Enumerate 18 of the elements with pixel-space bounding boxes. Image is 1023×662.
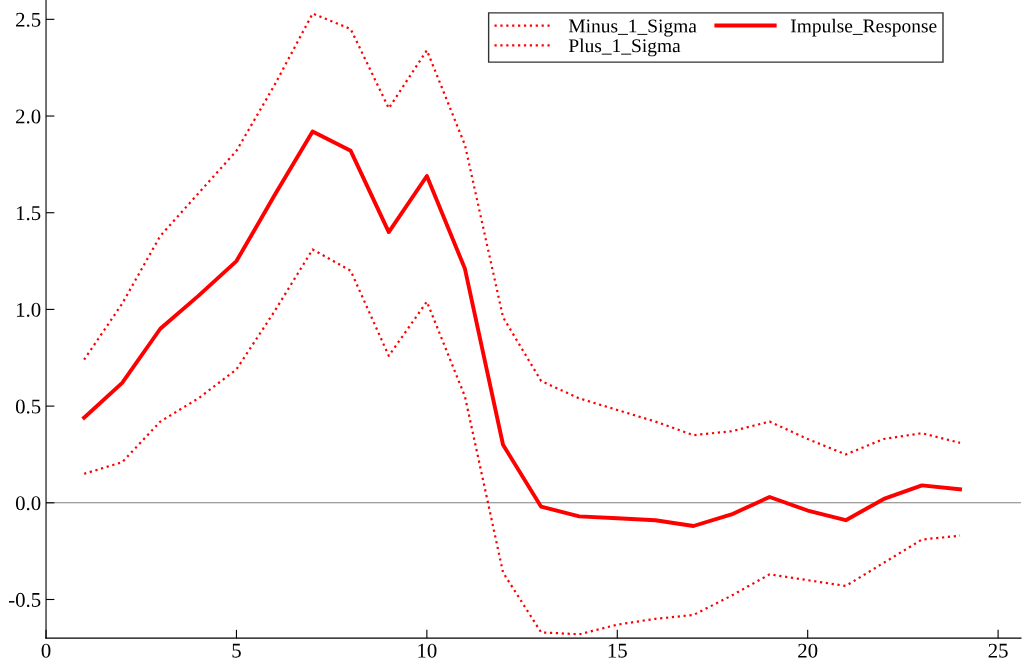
x-tick-label: 10 [418,643,437,658]
x-tick-label: 20 [798,643,818,658]
x-tick-label: 0 [41,643,51,658]
x-tick-label: 25 [988,643,1008,658]
line-series [82,129,962,528]
y-tick-label: 2.5 [16,12,41,27]
legend-label: Plus_1_Sigma [568,38,681,57]
y-tick-label: 2.0 [16,109,41,124]
x-tick-label: 15 [608,643,627,658]
y-tick-label: 0.0 [15,496,41,511]
y-tick-label: 0.5 [15,399,41,414]
y-tick-label: -0.5 [8,592,41,608]
y-tick-label: 1.5 [16,206,41,221]
legend-label: Minus_1_Sigma [568,19,697,37]
line-series [83,12,962,456]
x-tick-label: 5 [232,643,241,658]
y-tick-label: 1.0 [16,302,41,317]
legend-label: Impulse_Response [790,18,937,37]
